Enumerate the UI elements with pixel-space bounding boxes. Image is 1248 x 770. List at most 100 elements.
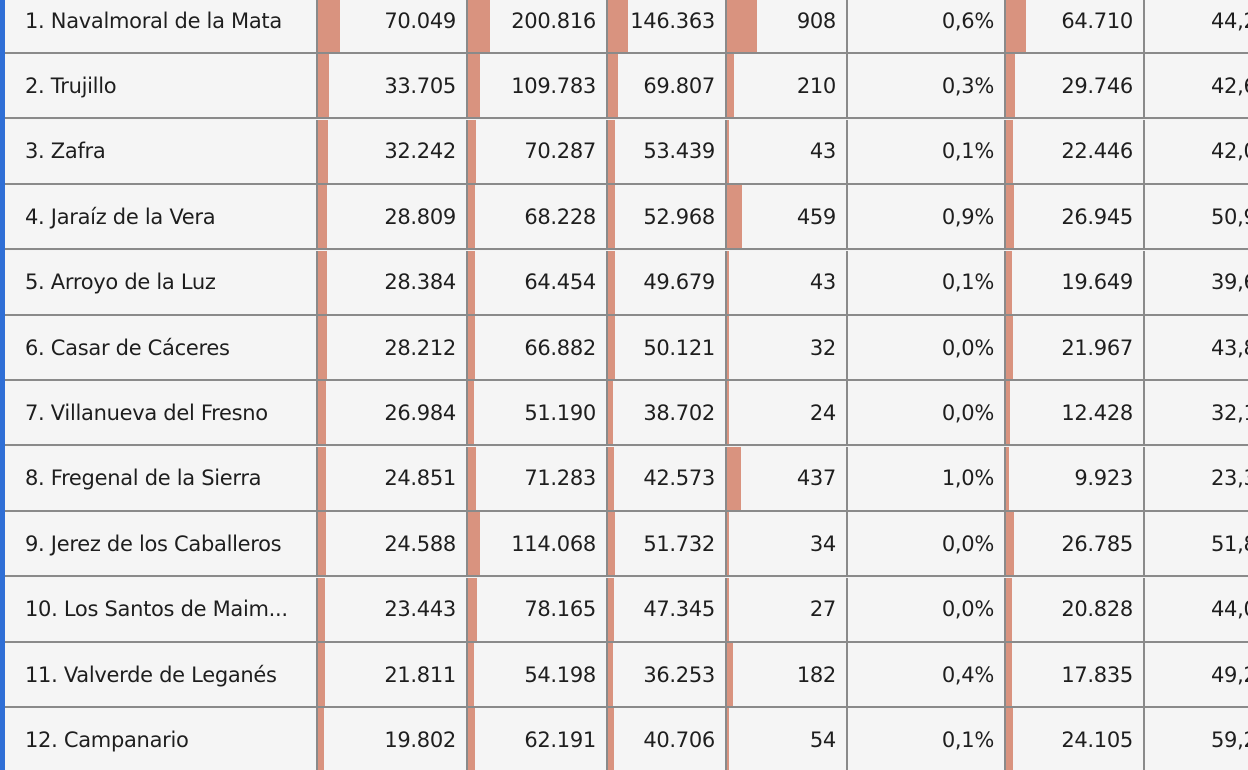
table-row: 10. Los Santos de Maim... 23.443 78.165 47.… [5, 577, 1248, 643]
table-row: 1. Navalmoral de la Mata 70.049 200.816 146… [5, 0, 1248, 54]
name-cell: 2. Trujillo [5, 54, 318, 118]
name-cell: 10. Los Santos de Maim... [5, 577, 318, 641]
cell-bar [1006, 381, 1010, 445]
cell-value: 28.384 [384, 270, 456, 295]
cell-bar [318, 446, 326, 510]
value-cell: 17.835 [1006, 643, 1145, 706]
cell-bar [608, 119, 616, 183]
cell-bar [318, 54, 329, 118]
name-cell: 12. Campanario [5, 708, 318, 770]
cell-value: 39,6 [1211, 270, 1248, 295]
value-cell: 0,6% [848, 0, 1006, 52]
name-cell: 11. Valverde de Leganés [5, 643, 318, 706]
municipality-name: 3. Zafra [25, 139, 106, 164]
value-cell: 19.802 [318, 708, 468, 770]
cell-bar [727, 643, 733, 706]
cell-bar [318, 0, 340, 52]
value-cell: 0,1% [848, 250, 1006, 314]
cell-value: 62.191 [524, 727, 596, 752]
cell-value: 0,1% [941, 727, 994, 752]
cell-bar [468, 119, 476, 183]
cell-bar [468, 0, 490, 52]
value-cell: 59,2 [1145, 708, 1248, 770]
cell-value: 32,1 [1211, 400, 1248, 425]
cell-value: 53.439 [643, 139, 715, 164]
value-cell: 38.702 [608, 381, 727, 445]
cell-value: 0,0% [941, 597, 994, 622]
value-cell: 24.851 [318, 446, 468, 510]
value-cell: 53.439 [608, 119, 727, 183]
cell-value: 43,8 [1211, 335, 1248, 360]
value-cell: 40.706 [608, 708, 727, 770]
value-cell: 68.228 [468, 185, 608, 249]
cell-value: 70.049 [384, 8, 456, 33]
cell-bar [468, 512, 481, 576]
cell-value: 0,0% [941, 531, 994, 556]
table-row: 5. Arroyo de la Luz 28.384 64.454 49.679 43 0… [5, 250, 1248, 316]
name-cell: 3. Zafra [5, 119, 318, 183]
table-row: 2. Trujillo 33.705 109.783 69.807 210 0,3% 29.… [5, 54, 1248, 120]
value-cell: 43,8 [1145, 316, 1248, 379]
value-cell: 23,3 [1145, 446, 1248, 510]
value-cell: 32 [727, 316, 848, 379]
cell-value: 43 [809, 139, 836, 164]
cell-value: 29.746 [1061, 73, 1133, 98]
cell-bar [468, 54, 481, 118]
value-cell: 44,0 [1145, 577, 1248, 641]
cell-value: 0,0% [941, 335, 994, 360]
cell-bar [608, 185, 616, 249]
value-cell: 43 [727, 119, 848, 183]
municipality-name: 10. Los Santos de Maim... [25, 597, 288, 622]
value-cell: 26.984 [318, 381, 468, 445]
cell-value: 27 [809, 597, 836, 622]
cell-value: 1,0% [941, 466, 994, 491]
cell-value: 0,6% [941, 8, 994, 33]
cell-value: 908 [796, 8, 836, 33]
value-cell: 109.783 [468, 54, 608, 118]
cell-bar [727, 54, 734, 118]
cell-bar [1006, 119, 1013, 183]
value-cell: 66.882 [468, 316, 608, 379]
cell-value: 20.828 [1061, 597, 1133, 622]
cell-value: 109.783 [511, 73, 596, 98]
municipality-name: 12. Campanario [25, 727, 189, 752]
cell-bar [318, 185, 328, 249]
cell-bar [727, 119, 729, 183]
value-cell: 0,1% [848, 708, 1006, 770]
cell-value: 28.809 [384, 204, 456, 229]
cell-bar [468, 577, 477, 641]
value-cell: 50.121 [608, 316, 727, 379]
cell-value: 0,3% [941, 73, 994, 98]
cell-bar [608, 577, 615, 641]
value-cell: 459 [727, 185, 848, 249]
value-cell: 42.573 [608, 446, 727, 510]
value-cell: 0,9% [848, 185, 1006, 249]
value-cell: 0,0% [848, 577, 1006, 641]
cell-value: 146.363 [630, 8, 715, 33]
cell-bar [608, 512, 616, 576]
cell-value: 42,0 [1211, 139, 1248, 164]
cell-value: 38.702 [643, 400, 715, 425]
name-cell: 9. Jerez de los Caballeros [5, 512, 318, 576]
cell-value: 47.345 [643, 597, 715, 622]
name-cell: 5. Arroyo de la Luz [5, 250, 318, 314]
value-cell: 33.705 [318, 54, 468, 118]
cell-value: 49.679 [643, 270, 715, 295]
value-cell: 146.363 [608, 0, 727, 52]
cell-bar [727, 446, 742, 510]
cell-value: 9.923 [1074, 466, 1133, 491]
value-cell: 0,1% [848, 119, 1006, 183]
cell-value: 23.443 [384, 597, 456, 622]
cell-value: 24.588 [384, 531, 456, 556]
value-cell: 51.190 [468, 381, 608, 445]
cell-bar [468, 316, 476, 379]
table-row: 12. Campanario 19.802 62.191 40.706 54 0,1% 24… [5, 708, 1248, 770]
cell-bar [1006, 185, 1015, 249]
cell-value: 26.945 [1061, 204, 1133, 229]
value-cell: 36.253 [608, 643, 727, 706]
cell-value: 44,0 [1211, 597, 1248, 622]
cell-bar [1006, 512, 1015, 576]
value-cell: 27 [727, 577, 848, 641]
name-cell: 1. Navalmoral de la Mata [5, 0, 318, 52]
cell-bar [1006, 54, 1016, 118]
